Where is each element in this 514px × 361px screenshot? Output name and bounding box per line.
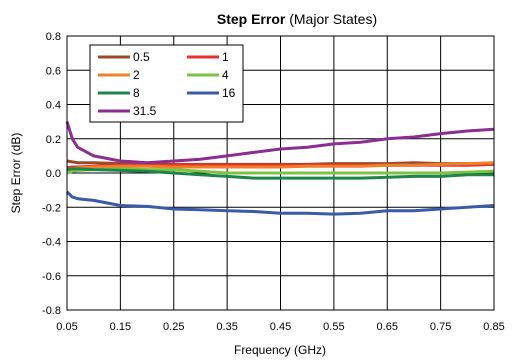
legend: 0.5 1 2 4 8 16 31.5 (89, 44, 244, 123)
y-tick-label: -0.6 (42, 271, 61, 283)
y-tick-label: 0.2 (46, 134, 61, 146)
x-axis-label: Frequency (GHz) (234, 343, 326, 357)
x-tick-label: 0.25 (163, 321, 184, 333)
legend-label-1: 1 (222, 50, 229, 64)
series-line-16 (65, 190, 495, 216)
y-tick-label: 0.8 (46, 31, 61, 43)
y-tick-label: 0.0 (46, 168, 61, 180)
chart-title-rest: (Major States) (285, 11, 377, 27)
y-axis-label: Step Error (dB) (9, 133, 23, 214)
y-tick-label: -0.8 (42, 305, 61, 317)
x-tick-label: 0.85 (483, 321, 504, 333)
legend-label-16: 16 (222, 86, 236, 100)
legend-label-4: 4 (222, 68, 229, 82)
series-line-8 (66, 167, 494, 180)
y-tick-label: -0.4 (42, 237, 61, 249)
chart-title-bold: Step Error (217, 11, 286, 27)
x-tick-label: 0.35 (216, 321, 237, 333)
x-tick-label: 0.15 (110, 321, 131, 333)
plot-border (66, 35, 495, 311)
series-line-31-5 (65, 121, 495, 165)
x-tick-label: 0.05 (56, 321, 77, 333)
series-line-2 (66, 161, 495, 172)
legend-label-31-5: 31.5 (133, 104, 157, 118)
y-tick-label: 0.6 (46, 65, 61, 77)
x-tick-label: 0.75 (430, 321, 451, 333)
series-layer (65, 121, 495, 216)
y-tick-labels: 0.8 0.6 0.4 0.2 0.0 -0.2 -0.4 -0.6 -0.8 (42, 31, 61, 317)
x-tick-label: 0.45 (270, 321, 291, 333)
y-tick-label: 0.4 (46, 100, 61, 112)
legend-label-0-5: 0.5 (133, 50, 150, 64)
y-tick-label: -0.2 (42, 202, 61, 214)
legend-label-2: 2 (133, 68, 140, 82)
x-tick-labels: 0.05 0.15 0.25 0.35 0.45 0.55 0.65 0.75 0.85 (56, 321, 504, 333)
x-tick-label: 0.55 (323, 321, 344, 333)
x-tick-label: 0.65 (377, 321, 398, 333)
legend-label-8: 8 (133, 86, 140, 100)
chart-title: Step Error (Major States) (217, 11, 377, 27)
